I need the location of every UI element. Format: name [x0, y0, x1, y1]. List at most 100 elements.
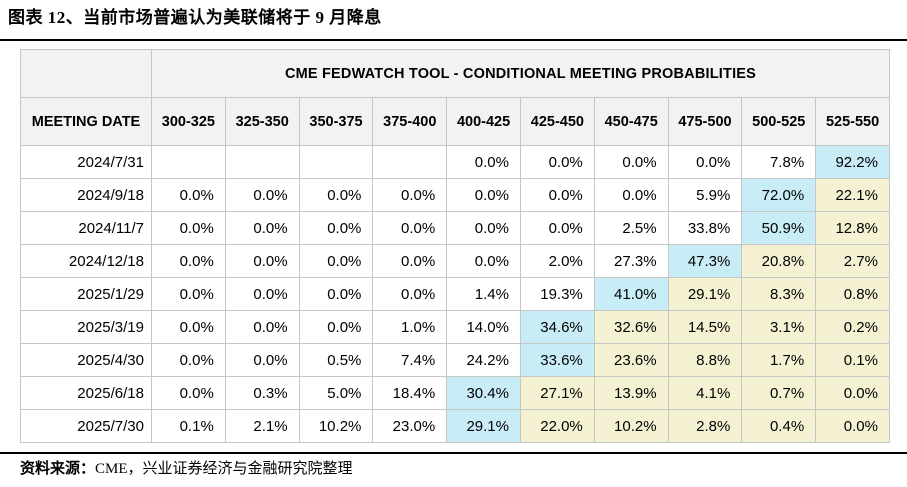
figure-title: 图表 12、当前市场普遍认为美联储将于 9 月降息: [8, 8, 382, 27]
probability-cell: 0.0%: [151, 376, 226, 410]
table-row: 2025/3/19 0.0% 0.0% 0.0% 1.0% 14.0% 34.6% 32.6%…: [20, 310, 890, 344]
table-row: 2025/6/18 0.0% 0.3% 5.0% 18.4% 30.4% 27.1% 13.9…: [20, 376, 890, 410]
probability-cell: 0.0%: [372, 244, 448, 278]
probability-cell: [151, 145, 226, 179]
probability-cell: 47.3%: [667, 244, 743, 278]
source-text: CME，兴业证券经济与金融研究院整理: [95, 461, 353, 477]
table-row: 2025/7/30 0.1% 2.1% 10.2% 23.0% 29.1% 22.0% 10.…: [20, 409, 890, 443]
probability-cell: 2.0%: [519, 244, 595, 278]
probability-cell: 0.0%: [593, 178, 669, 212]
table-row: 2024/9/18 0.0% 0.0% 0.0% 0.0% 0.0% 0.0% 0.0% 5.9…: [20, 178, 890, 212]
probability-cell: 0.0%: [667, 145, 743, 179]
probability-cell: 0.5%: [298, 343, 374, 377]
probability-cell: 0.0%: [151, 277, 226, 311]
probability-cell: 0.0%: [151, 343, 226, 377]
probability-cell: 0.4%: [741, 409, 817, 443]
probability-cell: 29.1%: [667, 277, 743, 311]
table-row: 2024/7/31 0.0% 0.0% 0.0% 0.0% 7.8% 92.2%: [20, 145, 890, 179]
probability-cell: 1.4%: [446, 277, 521, 311]
probability-cell: 2.8%: [667, 409, 743, 443]
table-row: 2025/1/29 0.0% 0.0% 0.0% 0.0% 1.4% 19.3% 41.0% 2…: [20, 277, 890, 311]
probability-cell: 0.0%: [372, 178, 448, 212]
source-label: 资料来源：: [20, 461, 96, 477]
probability-cell: 0.0%: [224, 211, 300, 245]
probability-cell: 0.8%: [815, 277, 890, 311]
probability-cell: 10.2%: [593, 409, 669, 443]
probability-cell: 0.0%: [372, 277, 448, 311]
probability-cell: 0.0%: [372, 211, 448, 245]
probability-cell: 0.0%: [815, 409, 890, 443]
meeting-date-cell: 2025/3/19: [20, 310, 152, 344]
rate-bin-header: 475-500: [667, 97, 743, 146]
probability-cell: 0.0%: [815, 376, 890, 410]
meeting-date-cell: 2024/11/7: [20, 211, 152, 245]
meeting-date-cell: 2025/4/30: [20, 343, 152, 377]
probability-cell: 32.6%: [593, 310, 669, 344]
probability-cell: 4.1%: [667, 376, 743, 410]
probability-cell: 0.0%: [151, 244, 226, 278]
probability-cell: 0.0%: [446, 178, 521, 212]
probability-cell: 72.0%: [741, 178, 817, 212]
probability-cell: 10.2%: [298, 409, 374, 443]
probability-cell: 23.0%: [372, 409, 448, 443]
probability-cell: 92.2%: [815, 145, 890, 179]
probability-cell: 2.7%: [815, 244, 890, 278]
figure-bottom-divider: [0, 452, 907, 454]
probability-cell: 0.0%: [224, 343, 300, 377]
probability-cell: 0.0%: [298, 178, 374, 212]
table-main-header-row: CME FEDWATCH TOOL - CONDITIONAL MEETING …: [20, 49, 890, 98]
probability-cell: 8.8%: [667, 343, 743, 377]
probability-cell: 0.0%: [519, 145, 595, 179]
table-row: 2025/4/30 0.0% 0.0% 0.5% 7.4% 24.2% 33.6% 23.6%…: [20, 343, 890, 377]
table-main-title: CME FEDWATCH TOOL - CONDITIONAL MEETING …: [151, 49, 890, 98]
probability-cell: 0.0%: [446, 145, 521, 179]
probability-cell: 0.0%: [519, 178, 595, 212]
rate-bin-header: 425-450: [519, 97, 595, 146]
rate-bin-header: 450-475: [593, 97, 669, 146]
probability-cell: 27.1%: [519, 376, 595, 410]
probability-cell: 30.4%: [446, 376, 521, 410]
probability-cell: 0.0%: [151, 178, 226, 212]
table-row: 2024/11/7 0.0% 0.0% 0.0% 0.0% 0.0% 0.0% 2.5% 33.…: [20, 211, 890, 245]
probability-cell: 24.2%: [446, 343, 521, 377]
meeting-date-cell: 2025/1/29: [20, 277, 152, 311]
probability-cell: 3.1%: [741, 310, 817, 344]
probability-cell: [224, 145, 300, 179]
probability-cell: 12.8%: [815, 211, 890, 245]
probability-cell: 0.0%: [593, 145, 669, 179]
probability-cell: 23.6%: [593, 343, 669, 377]
probability-cell: 33.6%: [519, 343, 595, 377]
meeting-date-cell: 2025/7/30: [20, 409, 152, 443]
table-column-header-row: MEETING DATE 300-325 325-350 350-375 375-40…: [20, 97, 890, 146]
fedwatch-probability-table: CME FEDWATCH TOOL - CONDITIONAL MEETING …: [20, 49, 890, 443]
probability-cell: 0.0%: [519, 211, 595, 245]
source-line: 资料来源：CME，兴业证券经济与金融研究院整理: [20, 459, 907, 479]
probability-cell: 22.0%: [519, 409, 595, 443]
probability-cell: 0.1%: [151, 409, 226, 443]
probability-cell: 18.4%: [372, 376, 448, 410]
probability-cell: 14.0%: [446, 310, 521, 344]
probability-cell: 14.5%: [667, 310, 743, 344]
probability-cell: 0.0%: [224, 277, 300, 311]
rate-bin-header: 400-425: [446, 97, 521, 146]
rate-bin-header: 375-400: [372, 97, 448, 146]
probability-cell: 22.1%: [815, 178, 890, 212]
probability-cell: 41.0%: [593, 277, 669, 311]
rate-bin-header: 500-525: [741, 97, 817, 146]
rate-bin-header: 350-375: [298, 97, 374, 146]
meeting-date-cell: 2024/12/18: [20, 244, 152, 278]
probability-cell: 27.3%: [593, 244, 669, 278]
probability-cell: 2.5%: [593, 211, 669, 245]
probability-cell: 0.0%: [446, 244, 521, 278]
probability-cell: 0.0%: [446, 211, 521, 245]
probability-cell: 7.4%: [372, 343, 448, 377]
probability-cell: 0.0%: [224, 178, 300, 212]
probability-cell: 50.9%: [741, 211, 817, 245]
rate-bin-header: 325-350: [224, 97, 300, 146]
probability-cell: 19.3%: [519, 277, 595, 311]
rate-bin-header: 525-550: [815, 97, 890, 146]
probability-cell: 0.0%: [224, 310, 300, 344]
probability-cell: 0.3%: [224, 376, 300, 410]
probability-cell: 7.8%: [741, 145, 817, 179]
